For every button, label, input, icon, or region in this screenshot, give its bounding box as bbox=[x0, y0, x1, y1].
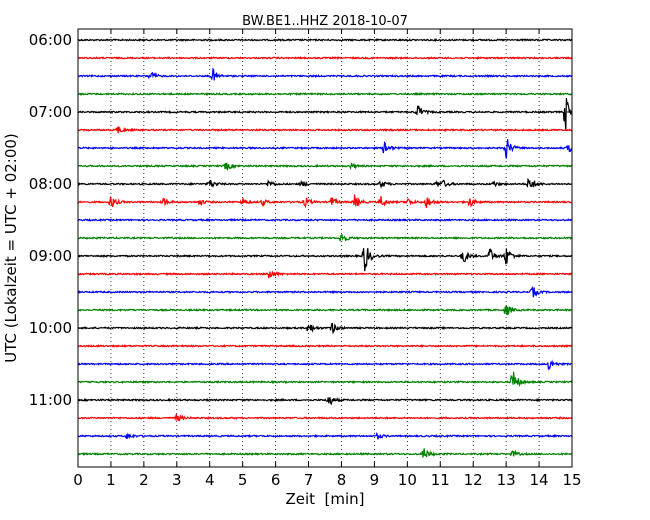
trace-line bbox=[77, 67, 573, 81]
x-tick-label: 14 bbox=[530, 471, 549, 489]
x-tick-label: 13 bbox=[497, 471, 516, 489]
y-tick-label: 09:00 bbox=[29, 247, 72, 265]
trace-line bbox=[77, 233, 572, 242]
trace-line bbox=[77, 55, 573, 61]
trace-line bbox=[77, 285, 573, 298]
y-tick-label: 08:00 bbox=[29, 175, 72, 193]
x-tick-label: 1 bbox=[106, 471, 116, 489]
x-tick-label: 6 bbox=[271, 471, 281, 489]
x-tick-label: 15 bbox=[562, 471, 581, 489]
trace-line bbox=[77, 139, 573, 159]
trace-line bbox=[77, 126, 573, 134]
x-axis-label: Zeit [min] bbox=[285, 490, 364, 508]
y-tick-label: 07:00 bbox=[29, 103, 72, 121]
trace-line bbox=[77, 194, 572, 209]
trace-line bbox=[77, 217, 573, 223]
trace-line bbox=[77, 397, 573, 406]
trace-line bbox=[77, 344, 573, 349]
y-tick-label: 11:00 bbox=[29, 391, 72, 409]
x-tick-label: 4 bbox=[205, 471, 215, 489]
trace-line bbox=[77, 162, 573, 171]
y-tick-label: 10:00 bbox=[29, 319, 72, 337]
trace-line bbox=[77, 322, 573, 334]
trace-line bbox=[77, 177, 572, 189]
trace-line bbox=[77, 247, 573, 272]
x-tick-label: 7 bbox=[304, 471, 314, 489]
trace-line bbox=[77, 448, 572, 458]
trace-line bbox=[77, 92, 573, 96]
x-tick-label: 10 bbox=[398, 471, 417, 489]
trace-line bbox=[77, 305, 572, 316]
x-tick-label: 12 bbox=[464, 471, 483, 489]
trace-line bbox=[77, 413, 573, 422]
trace-line bbox=[77, 371, 573, 388]
trace-line bbox=[77, 431, 573, 440]
plot-frame bbox=[77, 28, 573, 468]
x-tick-label: 0 bbox=[73, 471, 83, 489]
x-tick-label: 3 bbox=[172, 471, 182, 489]
x-tick-label: 9 bbox=[370, 471, 380, 489]
trace-line bbox=[77, 97, 573, 131]
x-tick-label: 11 bbox=[431, 471, 450, 489]
x-tick-label: 5 bbox=[238, 471, 248, 489]
trace-line bbox=[77, 359, 572, 371]
trace-line bbox=[77, 37, 573, 43]
y-tick-label: 06:00 bbox=[29, 31, 72, 49]
x-tick-label: 2 bbox=[139, 471, 149, 489]
y-axis: 06:00 07:00 08:00 09:00 10:00 11:00 bbox=[29, 31, 572, 409]
x-tick-label: 8 bbox=[337, 471, 347, 489]
x-axis: 0 1 2 3 4 5 6 7 8 9 10 11 12 13 14 15 bbox=[73, 29, 582, 489]
y-axis-label: UTC (Lokalzeit = UTC + 02:00) bbox=[2, 133, 20, 363]
trace-line bbox=[77, 270, 573, 279]
trace-group bbox=[77, 37, 573, 458]
chart-title: BW.BE1..HHZ 2018-10-07 bbox=[242, 14, 408, 29]
